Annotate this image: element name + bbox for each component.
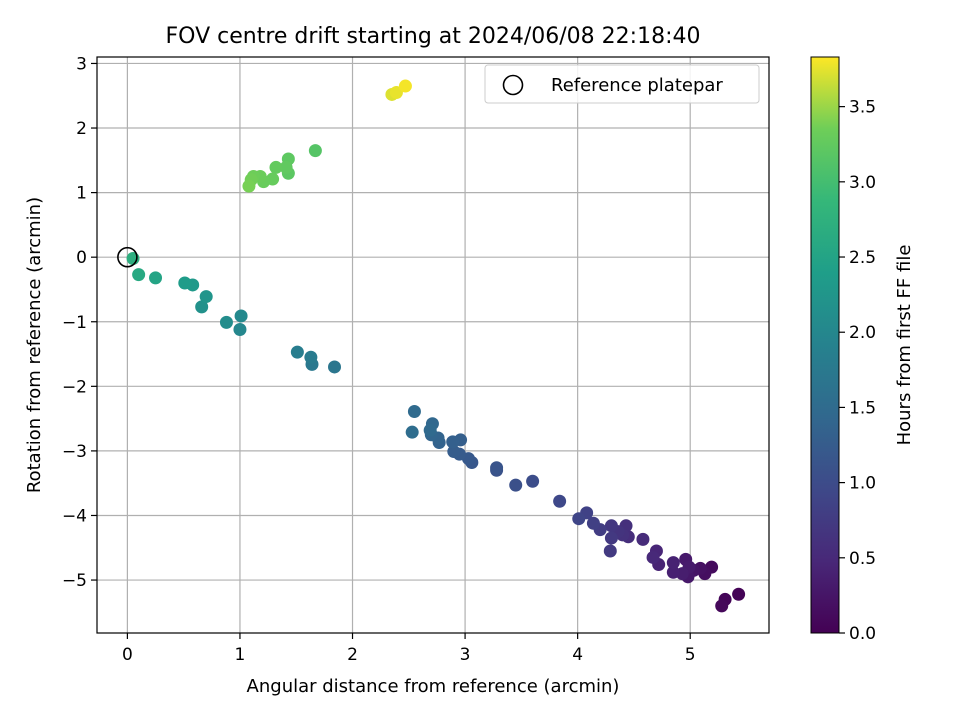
colorbar-label: Hours from first FF file bbox=[894, 245, 915, 446]
data-point bbox=[178, 276, 192, 290]
data-point bbox=[199, 290, 213, 304]
data-point bbox=[423, 423, 437, 437]
data-point bbox=[308, 144, 322, 158]
data-points bbox=[126, 79, 746, 613]
data-point bbox=[490, 461, 504, 475]
data-point bbox=[715, 599, 729, 613]
x-tick-label: 1 bbox=[235, 645, 246, 665]
y-tick-label: −5 bbox=[62, 571, 87, 591]
reference-marker bbox=[117, 246, 138, 268]
data-point bbox=[732, 587, 746, 601]
data-point bbox=[233, 323, 247, 337]
colorbar-tick-label: 3.5 bbox=[849, 98, 876, 118]
data-point bbox=[290, 345, 304, 359]
data-point bbox=[269, 160, 283, 174]
data-point bbox=[604, 519, 618, 533]
data-point bbox=[389, 86, 403, 100]
x-tick-label: 2 bbox=[347, 645, 358, 665]
legend-marker-icon bbox=[502, 74, 524, 96]
data-point bbox=[132, 268, 146, 282]
data-point bbox=[195, 300, 209, 314]
data-point bbox=[646, 550, 660, 564]
x-axis-ticks: 0 1 2 3 4 5 bbox=[122, 633, 696, 665]
data-point bbox=[636, 532, 650, 546]
data-point bbox=[279, 160, 293, 174]
data-point bbox=[509, 478, 523, 492]
data-point bbox=[398, 79, 412, 93]
colorbar-tick-label: 2.5 bbox=[849, 248, 876, 268]
x-tick-label: 0 bbox=[122, 645, 133, 665]
colorbar-gradient bbox=[810, 56, 840, 634]
y-tick-label: 2 bbox=[76, 119, 87, 139]
data-point bbox=[526, 474, 540, 488]
colorbar-tick-label: 0.5 bbox=[849, 549, 876, 569]
data-point bbox=[149, 271, 163, 285]
y-tick-label: −1 bbox=[62, 313, 87, 333]
legend: Reference platepar bbox=[484, 64, 760, 104]
y-tick-label: 1 bbox=[76, 184, 87, 204]
data-point bbox=[304, 350, 318, 364]
colorbar-tick-label: 1.0 bbox=[849, 474, 876, 494]
data-point bbox=[586, 516, 600, 530]
y-tick-label: 0 bbox=[76, 248, 87, 268]
x-axis-label: Angular distance from reference (arcmin) bbox=[247, 676, 620, 697]
colorbar-tick-label: 1.5 bbox=[849, 398, 876, 418]
data-point bbox=[572, 512, 586, 526]
colorbar-ticks: 0.0 0.5 1.0 1.5 2.0 2.5 3.0 3.5 bbox=[839, 98, 876, 644]
data-point bbox=[604, 531, 618, 545]
legend-box bbox=[484, 64, 760, 104]
colorbar-tick-label: 3.0 bbox=[849, 173, 876, 193]
reference-point bbox=[117, 246, 138, 268]
x-tick-label: 5 bbox=[685, 645, 696, 665]
y-tick-label: −2 bbox=[62, 377, 87, 397]
y-tick-label: −3 bbox=[62, 442, 87, 462]
plot-frame bbox=[96, 56, 770, 634]
y-axis-ticks: −5 −4 −3 −2 −1 0 1 2 3 bbox=[62, 54, 97, 591]
x-tick-label: 3 bbox=[460, 645, 471, 665]
y-axis-label: Rotation from reference (arcmin) bbox=[24, 197, 45, 493]
legend-label: Reference platepar bbox=[551, 75, 723, 96]
chart-title: FOV centre drift starting at 2024/06/08 … bbox=[166, 24, 701, 49]
data-point bbox=[666, 565, 680, 579]
data-point bbox=[328, 360, 342, 374]
y-tick-label: −4 bbox=[62, 506, 87, 526]
data-point bbox=[446, 435, 460, 449]
data-point bbox=[242, 179, 256, 193]
data-point bbox=[553, 494, 567, 508]
data-point bbox=[407, 405, 421, 419]
data-point bbox=[405, 425, 419, 439]
colorbar-tick-label: 2.0 bbox=[849, 323, 876, 343]
colorbar: 0.0 0.5 1.0 1.5 2.0 2.5 3.0 3.5 Hours from firs… bbox=[810, 56, 915, 644]
data-point bbox=[666, 556, 680, 570]
data-point bbox=[603, 544, 617, 558]
data-point bbox=[234, 309, 248, 323]
data-point bbox=[447, 445, 461, 459]
data-point bbox=[219, 315, 233, 329]
grid-lines bbox=[97, 57, 769, 633]
y-tick-label: 3 bbox=[76, 54, 87, 74]
x-tick-label: 4 bbox=[572, 645, 583, 665]
colorbar-tick-label: 0.0 bbox=[849, 624, 876, 644]
